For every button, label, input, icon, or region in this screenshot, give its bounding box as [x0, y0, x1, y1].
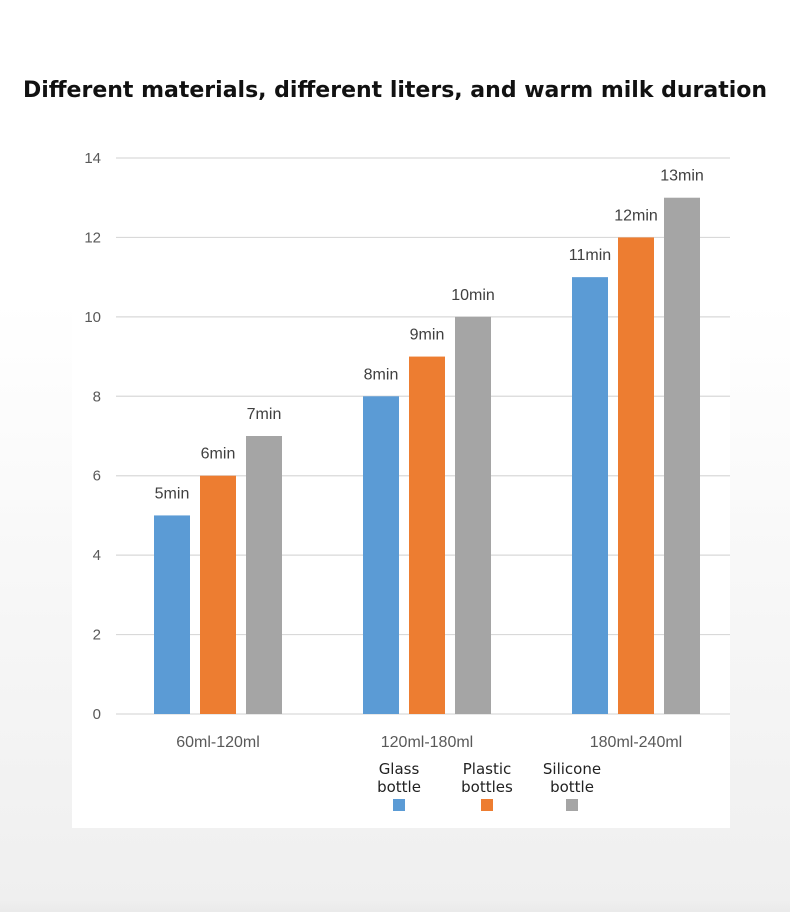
y-tick-label: 14	[84, 150, 101, 167]
legend-swatch	[393, 799, 405, 811]
y-tick-label: 0	[93, 706, 101, 723]
y-tick-label: 8	[93, 388, 101, 405]
legend-label: bottle	[550, 778, 594, 796]
category-label: 180ml-240ml	[590, 734, 682, 751]
data-label: 6min	[201, 446, 236, 463]
bar	[664, 197, 700, 714]
y-tick-label: 10	[84, 309, 101, 326]
legend-label: Plastic	[463, 760, 512, 778]
data-label: 9min	[410, 327, 445, 344]
category-labels: 60ml-120ml 120ml-180ml 180ml-240ml	[176, 734, 682, 751]
y-axis-ticks: 0 2 4 6 8 10 12 14	[84, 150, 101, 723]
category-label: 120ml-180ml	[381, 734, 473, 751]
data-label: 5min	[155, 485, 190, 502]
data-label: 10min	[451, 287, 495, 304]
bar	[246, 436, 282, 714]
data-label: 11min	[569, 247, 611, 264]
legend-label: bottle	[377, 778, 421, 796]
legend-label: Silicone	[543, 760, 601, 778]
chart-title: Different materials, different liters, a…	[22, 78, 768, 103]
y-tick-label: 12	[84, 229, 101, 246]
legend-swatch	[481, 799, 493, 811]
legend-label: Glass	[379, 760, 420, 778]
y-tick-label: 2	[93, 627, 101, 644]
legend-swatch	[566, 799, 578, 811]
bar	[154, 515, 190, 714]
bar	[200, 475, 236, 714]
bar	[455, 316, 491, 714]
y-tick-label: 6	[93, 468, 101, 485]
bar	[363, 396, 399, 714]
category-label: 60ml-120ml	[176, 734, 260, 751]
bar	[618, 237, 654, 714]
legend-label: bottles	[461, 778, 513, 796]
bar	[409, 356, 445, 714]
bars	[154, 197, 700, 714]
y-tick-label: 4	[93, 547, 101, 564]
data-label: 7min	[247, 406, 282, 423]
data-label: 13min	[660, 168, 704, 185]
data-label: 8min	[364, 366, 399, 383]
data-label: 12min	[614, 207, 658, 224]
bar	[572, 277, 608, 714]
data-labels: 5min 6min 7min 8min 9min 10min 11min 12min 13min	[155, 168, 704, 503]
